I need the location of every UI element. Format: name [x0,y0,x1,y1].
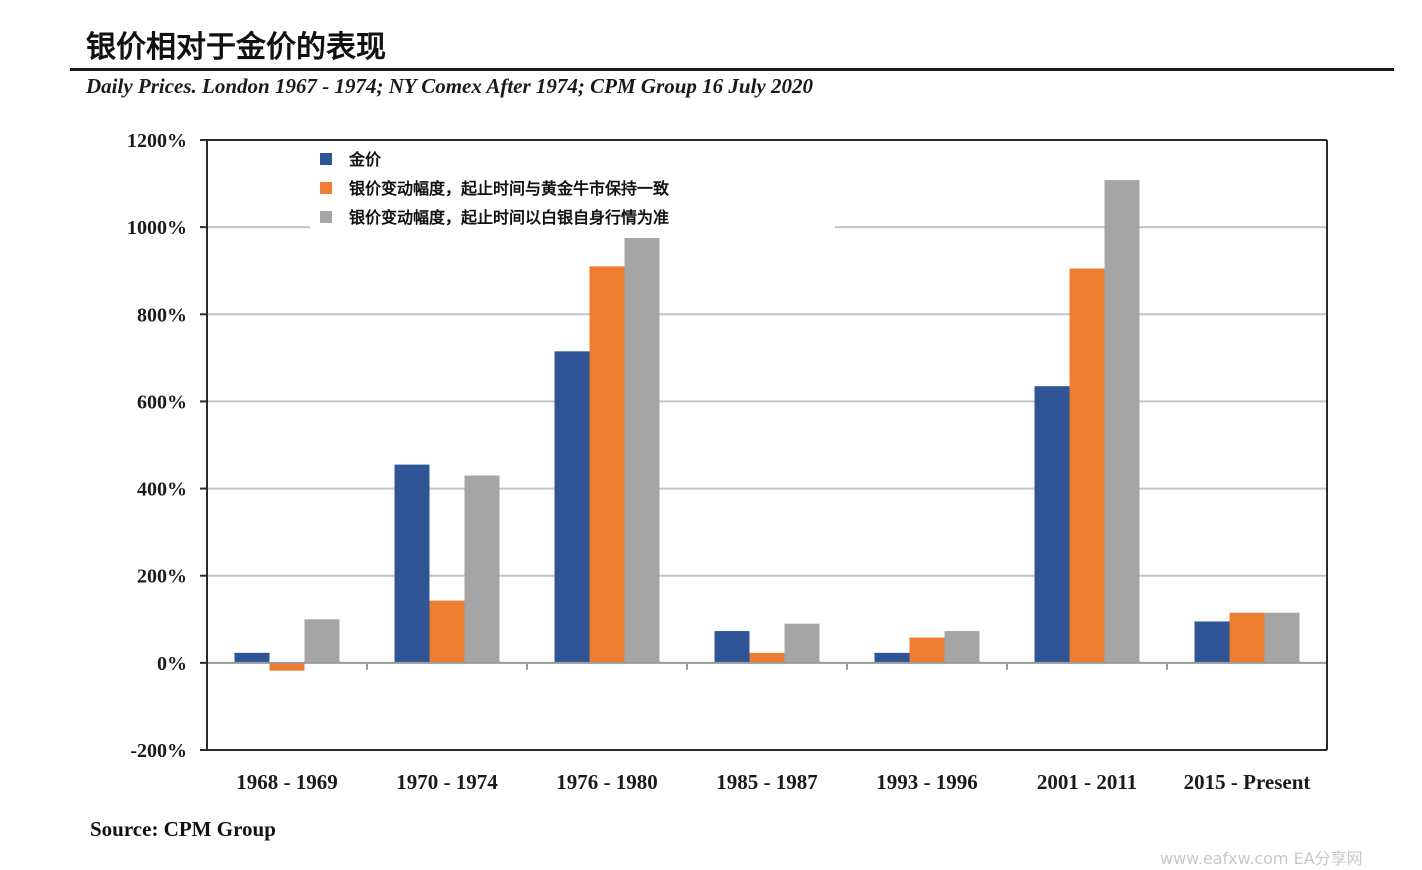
y-tick-label: 400% [137,479,187,501]
source-note: Source: CPM Group [90,817,276,841]
category-label: 1968 - 1969 [236,770,338,794]
y-tick-label: 1200% [127,130,187,152]
category-labels: 1968 - 1969 1970 - 1974 1976 - 1980 1985 - … [236,770,1310,794]
category-label: 1970 - 1974 [396,770,498,794]
bar [1229,612,1265,663]
bar [784,623,820,663]
bar [269,662,305,671]
bar [624,238,660,663]
chart-title: 银价相对于金价的表现 [86,30,386,65]
axes [200,139,1328,751]
y-tick-label: 0% [157,653,187,675]
bar [234,652,270,663]
y-tick-label: 1000% [127,217,187,239]
bar [749,652,785,663]
title-rule [70,68,1394,71]
bar [589,266,625,663]
legend-label: 银价变动幅度，起止时间与黄金牛市保持一致 [349,179,670,198]
chart-subtitle: Daily Prices. London 1967 - 1974; NY Com… [86,74,814,98]
category-label: 1985 - 1987 [716,770,818,794]
watermark: www.eafxw.com EA分享网 [1160,849,1363,868]
bar [1034,386,1070,663]
bar [1194,621,1230,663]
bars [234,180,1300,671]
category-label: 2001 - 2011 [1037,770,1137,794]
bar [1069,268,1105,663]
legend-label: 金价 [348,150,382,169]
legend-swatch [320,211,332,223]
y-tick-label: 600% [137,391,187,413]
bar [464,475,500,663]
bar [554,351,590,663]
bar [1264,612,1300,663]
legend-swatch [320,153,332,165]
bar [394,464,430,663]
y-tick-label: 200% [137,566,187,588]
bar [909,637,945,663]
category-label: 1976 - 1980 [556,770,658,794]
y-tick-labels: -200% 0% 200% 400% 600% 800% 1000% 1200% [127,130,187,762]
legend-label: 银价变动幅度，起止时间以白银自身行情为准 [349,208,669,227]
bar [874,652,910,663]
gridlines [207,226,1327,577]
category-label: 1993 - 1996 [876,770,978,794]
legend: 金价银价变动幅度，起止时间与黄金牛市保持一致银价变动幅度，起止时间以白银自身行情… [310,143,835,235]
legend-swatch [320,182,332,194]
bar [429,600,465,663]
y-tick-label: 800% [137,304,187,326]
bar [304,619,340,663]
bar [944,631,980,663]
legend-box [310,143,835,235]
bar [714,631,750,663]
category-label: 2015 - Present [1184,770,1311,794]
y-tick-label: -200% [130,740,187,762]
bar [1104,180,1140,663]
